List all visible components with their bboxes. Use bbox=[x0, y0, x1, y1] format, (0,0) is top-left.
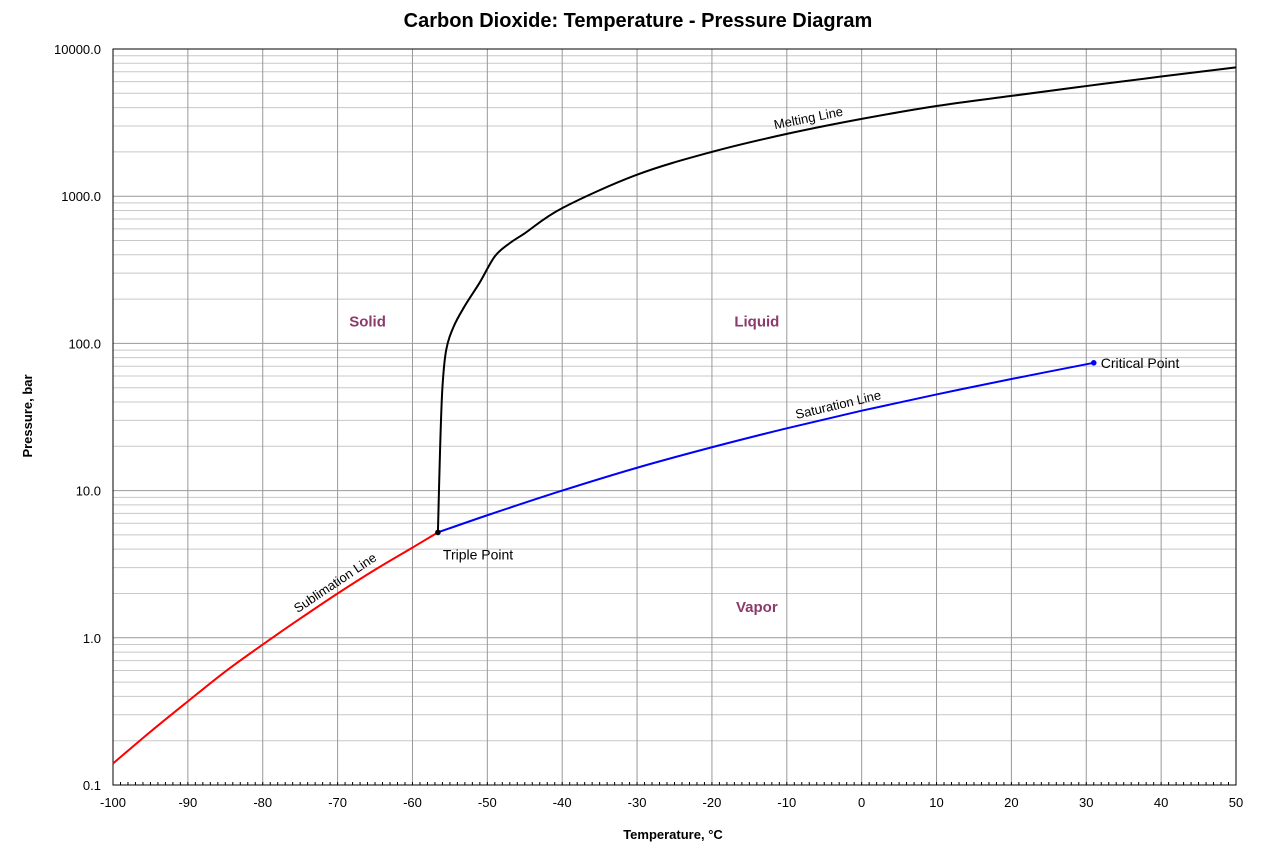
x-tick-label: 0 bbox=[858, 795, 865, 810]
x-tick-label: 40 bbox=[1154, 795, 1168, 810]
x-tick-label: -10 bbox=[777, 795, 796, 810]
x-tick-label: -30 bbox=[628, 795, 647, 810]
y-tick-label: 1000.0 bbox=[61, 189, 101, 204]
y-tick-label: 0.1 bbox=[83, 778, 101, 793]
y-tick-label: 10000.0 bbox=[54, 42, 101, 57]
x-tick-label: -80 bbox=[253, 795, 272, 810]
y-axis-title: Pressure, bar bbox=[20, 374, 35, 457]
y-tick-label: 1.0 bbox=[83, 631, 101, 646]
x-tick-label: 20 bbox=[1004, 795, 1018, 810]
series-layer bbox=[112, 66, 1237, 765]
x-tick-label: -60 bbox=[403, 795, 422, 810]
x-tick-label: -20 bbox=[703, 795, 722, 810]
triple-point-label: Triple Point bbox=[443, 546, 513, 562]
region-label-vapor: Vapor bbox=[736, 599, 778, 616]
x-tick-label: -50 bbox=[478, 795, 497, 810]
critical-point-label: Critical Point bbox=[1101, 355, 1180, 371]
points-layer: Triple Point Critical Point bbox=[435, 355, 1180, 562]
major-grid bbox=[112, 48, 1237, 786]
minor-grid bbox=[113, 55, 1236, 742]
y-tick-label: 10.0 bbox=[76, 484, 101, 499]
x-tick-label: 30 bbox=[1079, 795, 1093, 810]
plot-frame bbox=[112, 48, 1237, 786]
y-tick-label: 100.0 bbox=[68, 336, 101, 351]
sublimation-line-curve bbox=[112, 531, 439, 765]
x-axis-tick-labels: -100 -90 -80 -70 -60 -50 -40 -30 -20 -10 0 10 20 30 40… bbox=[100, 795, 1243, 810]
x-tick-label: -70 bbox=[328, 795, 347, 810]
region-labels: Solid Liquid Vapor bbox=[349, 314, 779, 616]
y-axis-tick-labels: 0.1 1.0 10.0 100.0 1000.0 10000.0 bbox=[54, 42, 101, 793]
x-tick-label: -90 bbox=[178, 795, 197, 810]
x-axis-title: Temperature, °C bbox=[623, 827, 723, 842]
chart-title: Carbon Dioxide: Temperature - Pressure D… bbox=[404, 10, 873, 32]
x-tick-label: 50 bbox=[1229, 795, 1243, 810]
x-tick-label: -100 bbox=[100, 795, 126, 810]
triple-point-marker bbox=[435, 529, 441, 536]
melting-line-curve bbox=[436, 66, 1237, 533]
sublimation-line-label: Sublimation Line bbox=[291, 550, 379, 616]
region-label-solid: Solid bbox=[349, 314, 386, 331]
x-tick-label: -40 bbox=[553, 795, 572, 810]
saturation-line-curve bbox=[437, 361, 1094, 534]
region-label-liquid: Liquid bbox=[734, 314, 779, 331]
x-tick-label: 10 bbox=[929, 795, 943, 810]
critical-point-marker bbox=[1090, 360, 1097, 366]
